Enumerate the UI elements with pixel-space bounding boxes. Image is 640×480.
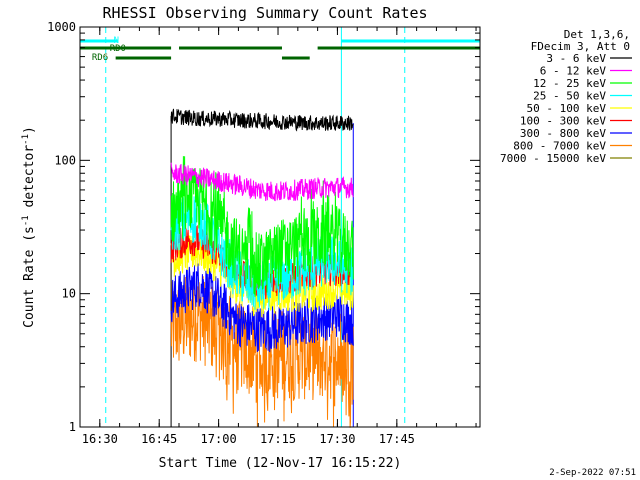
legend-label: 12 - 25 keV bbox=[533, 77, 606, 90]
flag-label: N bbox=[114, 36, 119, 46]
x-tick-label: 17:30 bbox=[319, 432, 355, 446]
legend-label: 100 - 300 keV bbox=[520, 115, 606, 128]
legend-label: 300 - 800 keV bbox=[520, 127, 606, 140]
legend-header: Det 1,3,6, bbox=[564, 28, 630, 41]
x-tick-label: 17:45 bbox=[379, 432, 415, 446]
chart-title: RHESSI Observing Summary Count Rates bbox=[102, 4, 427, 22]
series-traces bbox=[170, 108, 354, 428]
y-tick-label: 1000 bbox=[47, 20, 76, 34]
x-tick-label: 16:45 bbox=[141, 432, 177, 446]
series-line bbox=[170, 263, 354, 353]
series-line bbox=[170, 162, 354, 202]
legend-label: 800 - 7000 keV bbox=[513, 140, 606, 153]
axes: 16:30 16:45 17:00 17:15 17:30 17:45 1 10 100 1000 bbox=[47, 20, 480, 446]
legend-label: 7000 - 15000 keV bbox=[500, 152, 606, 165]
plot-frame bbox=[79, 26, 481, 428]
legend-label: 25 - 50 keV bbox=[533, 90, 606, 103]
series-line bbox=[170, 108, 354, 132]
flag-label: RD0 bbox=[110, 44, 126, 54]
legend-label: 6 - 12 keV bbox=[540, 65, 607, 78]
timestamp: 2-Sep-2022 07:51 bbox=[549, 468, 636, 478]
x-tick-label: 17:15 bbox=[260, 432, 296, 446]
x-tick-label: 17:00 bbox=[201, 432, 237, 446]
y-axis-label: Count Rate (s-1 detector-1) bbox=[21, 126, 37, 328]
series-line bbox=[170, 275, 354, 428]
y-tick-label: 1 bbox=[69, 420, 76, 434]
flag-label: RD6 bbox=[92, 53, 108, 63]
legend-label: 3 - 6 keV bbox=[546, 52, 606, 65]
y-tick-label: 10 bbox=[62, 287, 76, 301]
x-axis-label: Start Time (12-Nov-17 16:15:22) bbox=[159, 456, 402, 471]
x-tick-label: 16:30 bbox=[82, 432, 118, 446]
y-tick-label: 100 bbox=[54, 153, 76, 167]
legend-header: FDecim 3, Att 0 bbox=[531, 40, 630, 53]
legend-label: 50 - 100 keV bbox=[527, 102, 607, 115]
